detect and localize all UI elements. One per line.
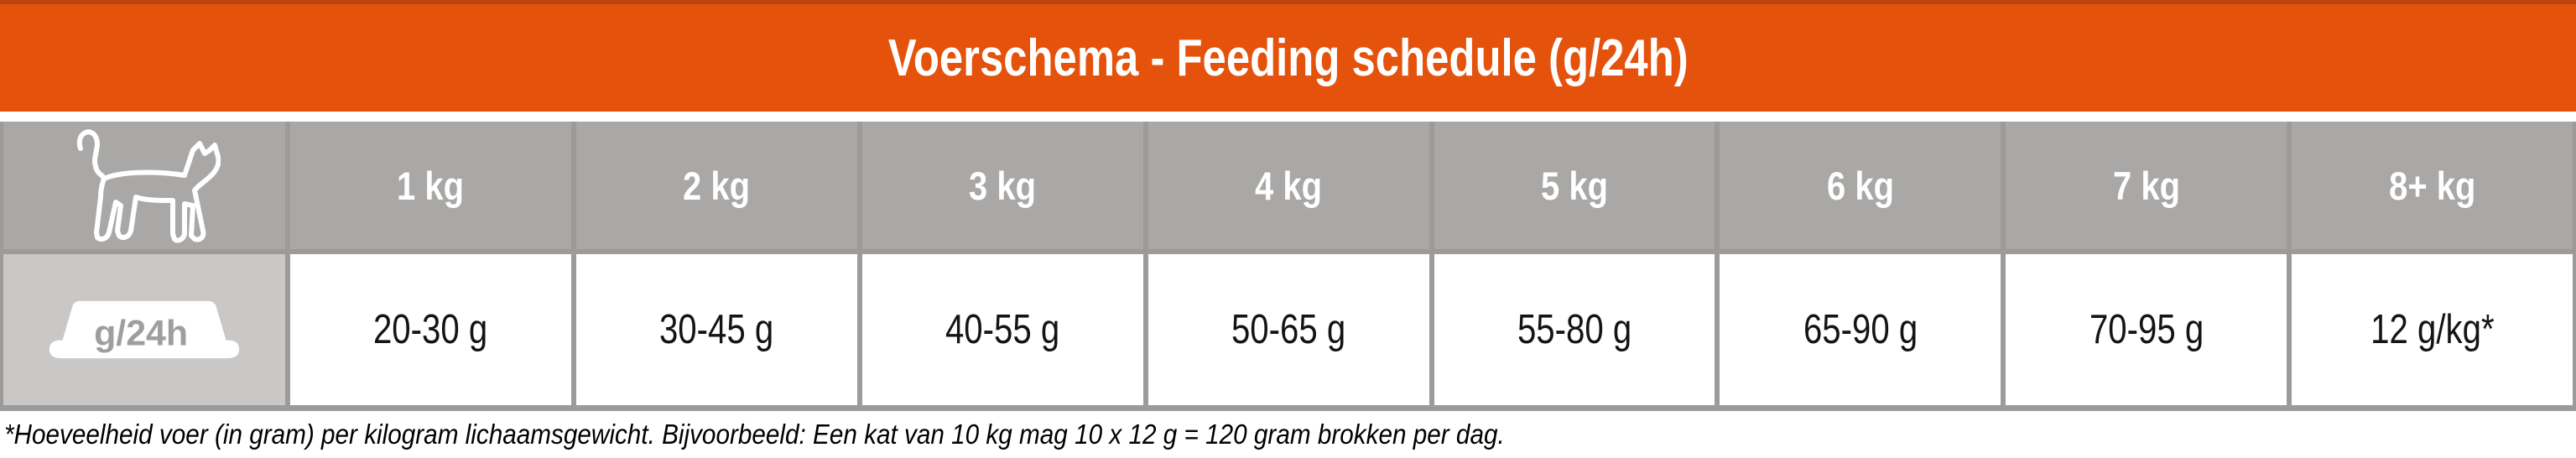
feeding-value-cell-3kg: 40-55 g — [861, 254, 1143, 405]
feeding-value-cell-1kg: 20-30 g — [290, 254, 571, 405]
weight-header-label: 8+ kg — [2388, 163, 2476, 208]
feeding-value: 70-95 g — [2089, 307, 2204, 352]
feeding-value: 12 g/kg* — [2370, 307, 2495, 352]
feeding-value-cell-5kg: 55-80 g — [1434, 254, 1715, 405]
weight-header-1kg: 1 kg — [290, 122, 571, 249]
title-table-divider — [0, 112, 2576, 122]
weight-header-label: 7 kg — [2112, 163, 2180, 208]
weight-header-label: 5 kg — [1540, 163, 1608, 208]
title-bar: Voerschema - Feeding schedule (g/24h) — [0, 0, 2576, 112]
feeding-value-cell-2kg: 30-45 g — [575, 254, 857, 405]
weight-header-label: 4 kg — [1255, 163, 1323, 208]
weight-header-6kg: 6 kg — [1720, 122, 2001, 249]
feeding-value: 50-65 g — [1231, 307, 1346, 352]
food-bowl-icon: g/24h — [49, 300, 240, 359]
weight-header-2kg: 2 kg — [575, 122, 857, 249]
feeding-table: 1 kg 2 kg 3 kg 4 kg 5 kg 6 kg 7 kg 8+ kg… — [0, 122, 2576, 411]
feeding-value-cell-7kg: 70-95 g — [2006, 254, 2287, 405]
footnote-text: *Hoeveelheid voer (in gram) per kilogram… — [4, 419, 1505, 450]
feeding-value-cell-6kg: 65-90 g — [1720, 254, 2001, 405]
feeding-value: 30-45 g — [659, 307, 774, 352]
weight-header-label: 6 kg — [1826, 163, 1894, 208]
weight-header-4kg: 4 kg — [1147, 122, 1429, 249]
weight-header-7kg: 7 kg — [2006, 122, 2287, 249]
weight-header-label: 3 kg — [969, 163, 1037, 208]
cat-icon-cell — [3, 122, 285, 249]
panel-title: Voerschema - Feeding schedule (g/24h) — [887, 29, 1689, 87]
row-label-cell: g/24h — [3, 254, 285, 405]
feeding-value: 55-80 g — [1517, 307, 1632, 352]
feeding-value: 20-30 g — [373, 307, 488, 352]
weight-header-label: 2 kg — [683, 163, 751, 208]
weight-header-label: 1 kg — [397, 163, 465, 208]
footnote: *Hoeveelheid voer (in gram) per kilogram… — [0, 411, 2576, 458]
feeding-value-cell-4kg: 50-65 g — [1147, 254, 1429, 405]
feeding-value: 40-55 g — [945, 307, 1060, 352]
cat-icon — [76, 129, 221, 243]
row-label: g/24h — [94, 314, 188, 354]
feeding-value: 65-90 g — [1803, 307, 1918, 352]
weight-header-5kg: 5 kg — [1434, 122, 1715, 249]
feeding-value-cell-8plus-kg: 12 g/kg* — [2292, 254, 2573, 405]
weight-header-3kg: 3 kg — [861, 122, 1143, 249]
weight-header-8plus-kg: 8+ kg — [2292, 122, 2573, 249]
